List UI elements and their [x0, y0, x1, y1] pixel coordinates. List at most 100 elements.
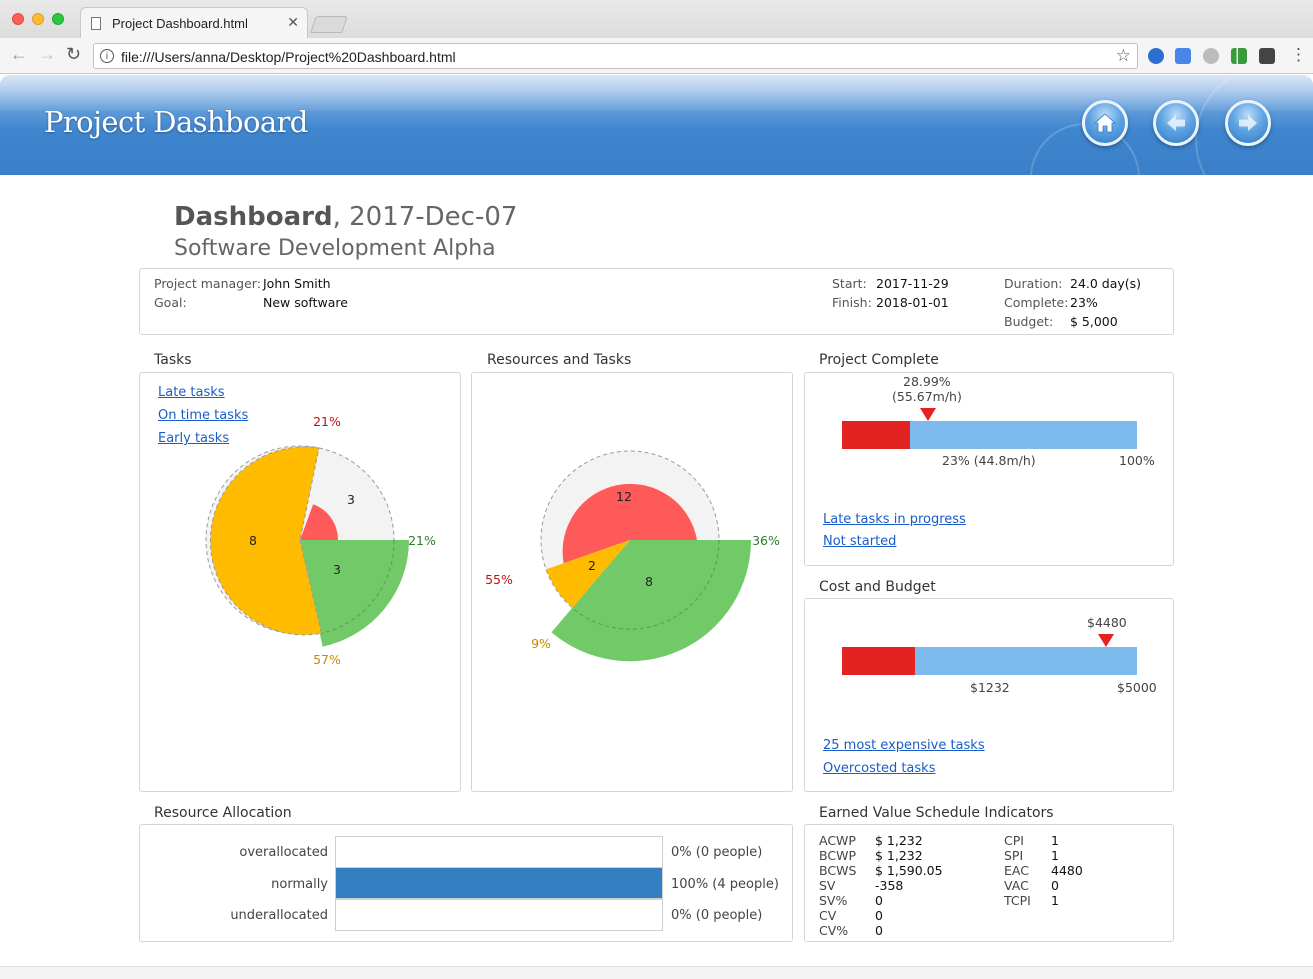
banner-title: Project Dashboard — [44, 105, 308, 139]
on-time-tasks-link[interactable]: On time tasks — [158, 408, 249, 423]
overcosted-tasks-link[interactable]: Overcosted tasks — [823, 761, 936, 776]
chart-extension-icon[interactable] — [1231, 48, 1247, 64]
close-window-button[interactable] — [12, 13, 24, 25]
goal-label: Goal: — [154, 295, 187, 310]
underallocated-value: 0% (0 people) — [671, 908, 763, 923]
tab-close-icon[interactable]: ✕ — [287, 14, 299, 30]
underallocated-label: underallocated — [230, 908, 328, 923]
tasks-late-count: 3 — [347, 492, 355, 507]
ev-value: -358 — [875, 878, 904, 893]
back-arrow-icon[interactable]: ← — [10, 44, 28, 64]
underallocated-bar — [335, 899, 663, 931]
complete-label: Complete: — [1004, 295, 1069, 310]
normally-value: 100% (4 people) — [671, 877, 779, 892]
resources-title: Resources and Tasks — [487, 352, 632, 368]
actual-completion-label: 23% (44.8m/h) — [942, 453, 1036, 468]
start-value: 2017-11-29 — [876, 276, 949, 291]
budget-label: Budget: — [1004, 314, 1054, 329]
actual-cost-label: $1232 — [970, 680, 1010, 695]
resources-chart-outline — [572, 539, 720, 630]
extension-icon-3[interactable] — [1203, 48, 1219, 64]
forward-button[interactable] — [1225, 100, 1271, 146]
page-banner: Project Dashboard — [0, 75, 1313, 175]
ev-label: BCWP — [819, 848, 856, 863]
not-started-link[interactable]: Not started — [823, 534, 897, 549]
ev-value: 4480 — [1051, 863, 1083, 878]
eac-label: $4480 — [1087, 615, 1127, 630]
tasks-chart-outline — [321, 539, 395, 634]
early-tasks-link[interactable]: Early tasks — [158, 431, 230, 446]
earned-value-title: Earned Value Schedule Indicators — [819, 805, 1054, 821]
ev-value: 1 — [1051, 893, 1059, 908]
tasks-slice-late — [300, 504, 339, 540]
budget-value: $ 5,000 — [1070, 314, 1118, 329]
tab-title: Project Dashboard.html — [112, 16, 248, 31]
tasks-early-percent: 57% — [313, 652, 341, 667]
resources-green-percent: 36% — [752, 533, 780, 548]
film-extension-icon[interactable] — [1259, 48, 1275, 64]
tasks-slice-on-time — [300, 540, 409, 647]
ev-right-values: 1 1 4480 0 1 — [1051, 833, 1083, 908]
browser-toolbar: ← → ↻ i file:///Users/anna/Desktop/Proje… — [0, 38, 1313, 74]
complete-value: 23% — [1070, 295, 1098, 310]
ev-label: VAC — [1004, 878, 1029, 893]
cost-budget-title: Cost and Budget — [819, 579, 936, 595]
ev-label: SV% — [819, 893, 848, 908]
earned-value-panel — [804, 824, 1174, 942]
page-title-bold: Dashboard — [174, 202, 333, 232]
resources-yellow-percent: 9% — [531, 636, 551, 651]
tasks-chart: 3 3 8 21% 21% 57% — [205, 414, 436, 667]
ev-label: CPI — [1004, 833, 1024, 848]
home-button[interactable] — [1082, 100, 1128, 146]
back-button[interactable] — [1153, 100, 1199, 146]
duration-label: Duration: — [1004, 276, 1063, 291]
browser-tab[interactable]: Project Dashboard.html ✕ — [80, 7, 308, 38]
finish-label: Finish: — [832, 295, 872, 310]
home-icon — [1093, 113, 1117, 133]
url-text[interactable]: file:///Users/anna/Desktop/Project%20Das… — [121, 49, 456, 65]
duration-value: 24.0 day(s) — [1070, 276, 1142, 291]
ev-label: SV — [819, 878, 836, 893]
tasks-late-percent: 21% — [313, 414, 341, 429]
planned-rate: (55.67m/h) — [892, 389, 962, 404]
eac-marker — [1098, 634, 1114, 647]
late-tasks-link[interactable]: Late tasks — [158, 385, 225, 400]
arrow-right-icon — [1239, 115, 1257, 131]
start-label: Start: — [832, 276, 867, 291]
planned-percent: 28.99% — [903, 374, 951, 389]
late-tasks-in-progress-link[interactable]: Late tasks in progress — [823, 512, 966, 527]
most-expensive-tasks-link[interactable]: 25 most expensive tasks — [823, 738, 985, 753]
ev-label: BCWS — [819, 863, 857, 878]
extension-icon-1[interactable] — [1148, 48, 1164, 64]
page-bottom-strip — [0, 966, 1313, 979]
info-icon[interactable]: i — [100, 49, 114, 63]
address-bar[interactable]: i file:///Users/anna/Desktop/Project%20D… — [93, 43, 1138, 69]
normally-label: normally — [271, 877, 328, 892]
ev-value: 0 — [875, 923, 883, 938]
project-complete-panel — [804, 372, 1174, 566]
tasks-on-time-count: 3 — [333, 562, 341, 577]
forward-arrow-icon[interactable]: → — [38, 44, 56, 64]
overallocated-bar — [335, 836, 663, 868]
resources-red-count: 12 — [616, 489, 632, 504]
completion-bar — [842, 421, 1137, 449]
translate-extension-icon[interactable] — [1175, 48, 1191, 64]
budget-limit-label: $5000 — [1117, 680, 1157, 695]
normally-bar — [335, 867, 663, 899]
ev-right-labels: CPI SPI EAC VAC TCPI — [1004, 833, 1031, 908]
ev-label: CV — [819, 908, 837, 923]
completion-max-label: 100% — [1119, 453, 1155, 468]
reload-icon[interactable]: ↻ — [66, 44, 82, 64]
page-title-date: , 2017-Dec-07 — [332, 202, 518, 232]
bookmark-star-icon[interactable]: ☆ — [1115, 46, 1131, 65]
ev-left-values: $ 1,232 $ 1,232 $ 1,590.05 -358 0 0 0 — [875, 833, 943, 938]
maximize-window-button[interactable] — [52, 13, 64, 25]
minimize-window-button[interactable] — [32, 13, 44, 25]
overallocated-value: 0% (0 people) — [671, 845, 763, 860]
tasks-early-count: 8 — [249, 533, 257, 548]
document-icon — [91, 17, 101, 30]
new-tab-button[interactable] — [310, 16, 348, 33]
browser-tab-strip: Project Dashboard.html ✕ — [0, 0, 1313, 38]
overallocated-label: overallocated — [239, 845, 328, 860]
browser-menu-icon[interactable]: ⋮ — [1290, 45, 1307, 64]
